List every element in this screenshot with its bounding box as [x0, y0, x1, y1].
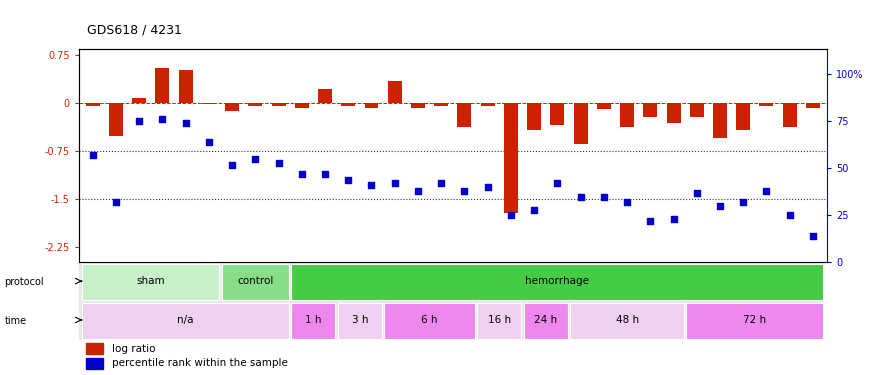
Point	[248, 156, 262, 162]
Text: 48 h: 48 h	[615, 315, 639, 325]
Bar	[783, 103, 796, 127]
Bar	[527, 103, 541, 130]
Point	[527, 207, 541, 213]
Bar	[504, 103, 518, 213]
Point	[620, 199, 634, 205]
Point	[736, 199, 750, 205]
Bar	[341, 103, 355, 105]
Point	[86, 152, 100, 158]
Bar	[291, 264, 823, 300]
Point	[690, 190, 704, 196]
Bar	[202, 103, 216, 104]
Point	[271, 160, 285, 166]
Bar	[643, 103, 657, 117]
Point	[318, 171, 332, 177]
Bar	[574, 103, 588, 144]
Bar	[477, 303, 522, 339]
Bar	[87, 358, 102, 369]
Point	[550, 180, 564, 186]
Point	[295, 171, 309, 177]
Point	[574, 194, 588, 200]
Text: n/a: n/a	[178, 315, 194, 325]
Point	[225, 162, 239, 168]
Bar	[667, 103, 681, 123]
Bar	[620, 103, 634, 127]
Point	[480, 184, 494, 190]
Bar	[156, 68, 170, 103]
Bar	[806, 103, 820, 108]
Bar	[388, 81, 402, 103]
Point	[365, 182, 379, 188]
Bar	[384, 303, 475, 339]
Point	[806, 233, 820, 239]
Bar	[221, 264, 289, 300]
Point	[178, 120, 192, 126]
Text: percentile rank within the sample: percentile rank within the sample	[112, 358, 288, 369]
Text: control: control	[237, 276, 274, 286]
Point	[434, 180, 448, 186]
Bar	[365, 103, 379, 108]
Point	[760, 188, 774, 194]
Point	[388, 180, 402, 186]
Bar	[760, 103, 774, 106]
Bar	[132, 98, 146, 103]
Bar	[686, 303, 823, 339]
Bar	[291, 303, 335, 339]
Bar	[570, 303, 684, 339]
Bar	[225, 103, 239, 111]
Bar	[178, 70, 192, 103]
Text: GDS618 / 4231: GDS618 / 4231	[88, 24, 182, 37]
Bar	[318, 89, 332, 103]
Bar	[713, 103, 727, 138]
Bar	[480, 103, 494, 106]
Bar	[434, 103, 448, 106]
Bar	[338, 303, 382, 339]
Point	[341, 177, 355, 183]
Text: hemorrhage: hemorrhage	[525, 276, 590, 286]
Point	[132, 118, 146, 124]
Text: time: time	[4, 316, 26, 326]
Point	[597, 194, 611, 200]
Bar	[597, 103, 611, 110]
Bar	[86, 103, 100, 106]
Bar	[271, 103, 285, 106]
Bar	[248, 103, 262, 106]
Point	[667, 216, 681, 222]
Bar	[550, 103, 564, 125]
Bar	[109, 103, 123, 136]
Point	[504, 212, 518, 218]
Point	[458, 188, 472, 194]
Point	[108, 199, 123, 205]
Point	[411, 188, 425, 194]
Bar	[82, 303, 289, 339]
Bar	[87, 343, 102, 354]
Text: 72 h: 72 h	[743, 315, 766, 325]
Text: 3 h: 3 h	[352, 315, 368, 325]
Text: 1 h: 1 h	[305, 315, 322, 325]
Text: protocol: protocol	[4, 277, 44, 287]
Text: 16 h: 16 h	[487, 315, 511, 325]
Bar	[736, 103, 750, 130]
Point	[202, 139, 216, 145]
Point	[643, 218, 657, 224]
Text: 6 h: 6 h	[422, 315, 438, 325]
Bar	[411, 103, 425, 108]
Text: sham: sham	[136, 276, 165, 286]
Bar	[523, 303, 568, 339]
Bar	[295, 103, 309, 108]
Bar	[82, 264, 220, 300]
Point	[156, 117, 170, 123]
Point	[783, 212, 797, 218]
Point	[713, 203, 727, 209]
Text: 24 h: 24 h	[534, 315, 557, 325]
Bar	[690, 103, 704, 117]
Text: log ratio: log ratio	[112, 344, 156, 354]
Bar	[458, 103, 472, 127]
